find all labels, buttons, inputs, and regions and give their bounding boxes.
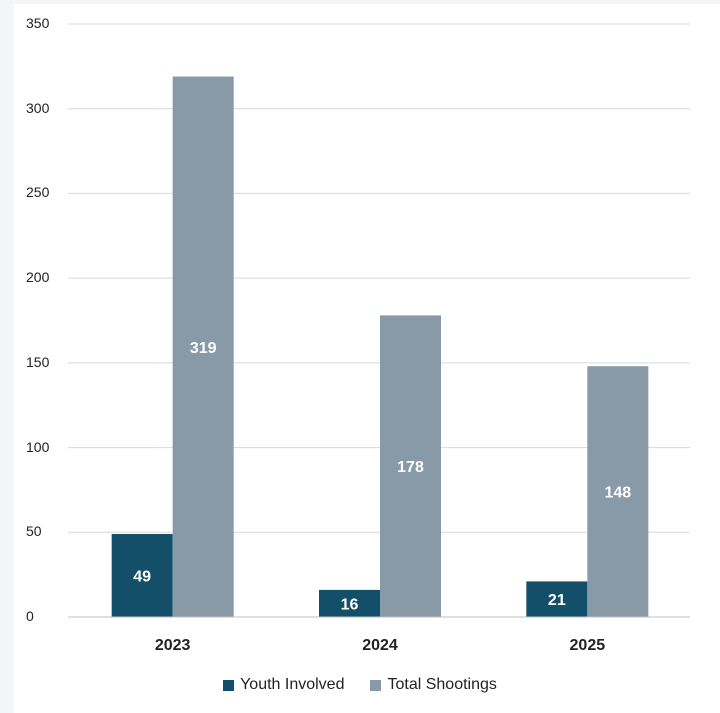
data-label-total-shootings-2023: 319: [190, 340, 217, 357]
y-tick-label-50: 50: [26, 523, 42, 540]
y-tick-label-100: 100: [26, 438, 50, 455]
legend-item-total-shootings: Total Shootings: [370, 676, 497, 694]
y-tick-label-200: 200: [26, 269, 50, 286]
x-tick-label-2023: 2023: [155, 637, 191, 654]
bar-youth-involved-2025: [526, 581, 588, 617]
y-tick-label-350: 350: [26, 15, 50, 31]
y-tick-label-250: 250: [26, 184, 50, 201]
data-label-total-shootings-2024: 178: [397, 459, 424, 476]
legend-label-total-shootings: Total Shootings: [387, 676, 497, 693]
y-tick-label-0: 0: [26, 608, 34, 624]
data-label-total-shootings-2025: 148: [604, 485, 631, 502]
bar-total-shootings-2025: [587, 366, 649, 617]
bar-youth-involved-2024: [319, 589, 380, 617]
x-tick-label-2024: 2024: [362, 637, 398, 654]
legend-swatch-youth-involved: [223, 679, 235, 691]
bar-youth-involved-2023: [111, 533, 173, 617]
legend-label-youth-involved: Youth Involved: [240, 676, 345, 693]
data-label-youth-involved-2024: 16: [341, 596, 359, 613]
legend-item-youth-involved: Youth Involved: [223, 676, 344, 694]
y-tick-label-300: 300: [26, 99, 50, 116]
x-tick-label-2025: 2025: [570, 637, 606, 654]
legend-swatch-total-shootings: [370, 679, 382, 691]
chart-legend: Youth Involved Total Shootings: [0, 676, 720, 694]
data-label-youth-involved-2025: 21: [548, 592, 566, 609]
y-tick-label-150: 150: [26, 353, 50, 370]
bar-total-shootings-2023: [172, 76, 234, 618]
data-label-youth-involved-2023: 49: [133, 568, 151, 585]
bar-total-shootings-2024: [380, 315, 441, 617]
